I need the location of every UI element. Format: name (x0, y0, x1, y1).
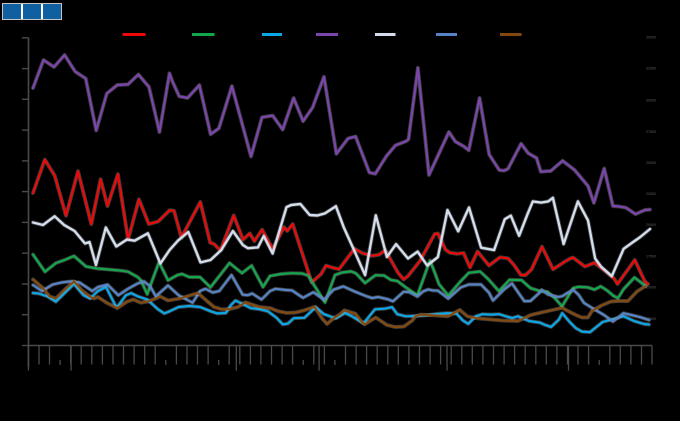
svg-text:30000: 30000 (646, 99, 656, 103)
svg-text:17500: 17500 (646, 254, 656, 258)
svg-text:25000: 25000 (646, 161, 656, 165)
svg-text:12500: 12500 (646, 317, 656, 321)
svg-text:15000: 15000 (646, 286, 656, 290)
svg-text:27500: 27500 (646, 130, 656, 134)
svg-text:20000: 20000 (646, 223, 656, 227)
svg-text:32500: 32500 (646, 67, 656, 71)
svg-text:35000: 35000 (646, 35, 656, 39)
svg-text:22500: 22500 (646, 192, 656, 196)
